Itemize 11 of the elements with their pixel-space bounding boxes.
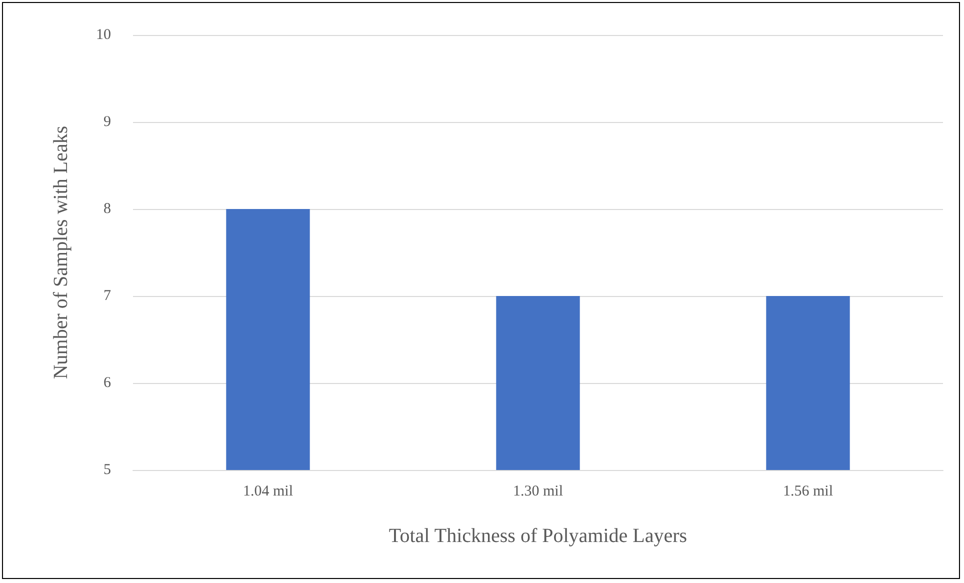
y-tick-label: 7: [104, 288, 112, 304]
y-tick-label: 8: [104, 201, 111, 217]
x-axis-title: Total Thickness of Polyamide Layers: [388, 525, 688, 547]
y-tick-label: 9: [104, 114, 111, 130]
x-tick-label: 1.56 mil: [782, 484, 834, 500]
x-tick-label: 1.30 mil: [512, 484, 564, 500]
x-tick-label: 1.04 mil: [242, 484, 294, 500]
y-tick-label: 10: [96, 27, 111, 43]
y-tick-label: 5: [104, 462, 111, 478]
y-axis-title: Number of Samples with Leaks: [50, 126, 72, 380]
y-tick-label: 6: [104, 375, 112, 391]
